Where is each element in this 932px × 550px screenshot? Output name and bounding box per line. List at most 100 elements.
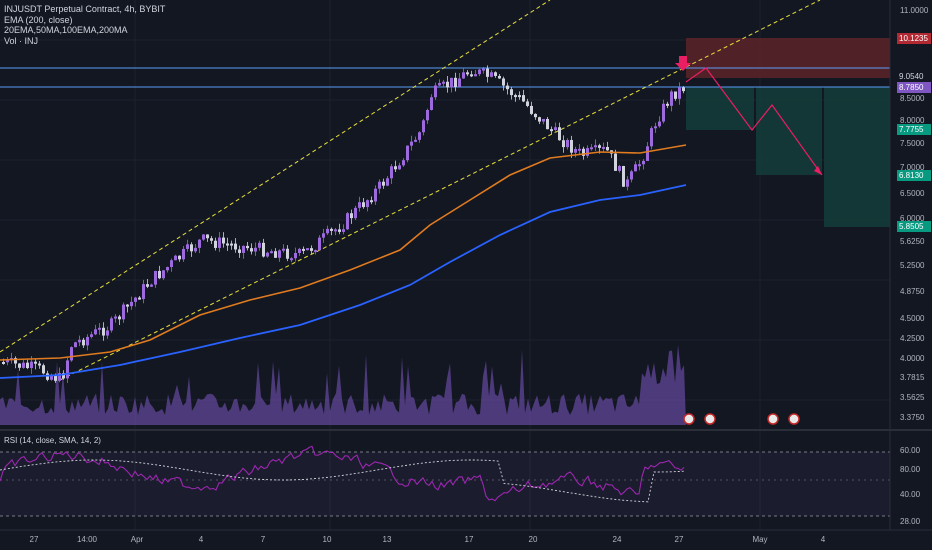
legend: INJUSDT Perpetual Contract, 4h, BYBIT EM…: [4, 4, 165, 46]
candle-body: [266, 252, 269, 257]
candle-body: [34, 361, 37, 364]
price-tick: 4.0000: [900, 354, 925, 363]
candle-body: [614, 153, 617, 171]
price-tick: 4.8750: [900, 287, 925, 296]
candle-body: [250, 248, 253, 252]
candle-body: [286, 248, 289, 259]
rsi-ma-line: [0, 459, 685, 503]
candle-body: [542, 118, 545, 122]
candle-body: [2, 362, 5, 364]
candle-body: [422, 120, 425, 133]
candle-body: [254, 247, 257, 252]
candle-body: [354, 207, 357, 219]
candle-body: [486, 68, 489, 77]
candle-body: [150, 284, 153, 287]
indicator-ema-multi[interactable]: 20EMA,50MA,100EMA,200MA: [4, 25, 128, 35]
candle-body: [234, 243, 237, 250]
candle-body: [658, 121, 661, 127]
indicator-ema200[interactable]: EMA (200, close): [4, 14, 73, 25]
candle-body: [570, 140, 573, 153]
event-badges[interactable]: [683, 413, 800, 425]
indicator-volume[interactable]: Vol · INJ: [4, 35, 39, 46]
candle-body: [22, 362, 25, 368]
candle-body: [230, 243, 233, 246]
time-tick: 4: [821, 535, 826, 544]
target-zone-3: [824, 87, 890, 227]
candle-body: [662, 103, 665, 122]
tag-current-price: 8.7850: [897, 82, 931, 93]
time-tick: 17: [465, 535, 474, 544]
candle-body: [594, 145, 597, 148]
candle-body: [318, 237, 321, 251]
candle-body: [678, 87, 681, 99]
candle-body: [278, 250, 281, 258]
candle-body: [214, 240, 217, 248]
rsi-title[interactable]: RSI (14, close, SMA, 14, 2): [4, 436, 101, 445]
candle-body: [122, 304, 125, 320]
candle-body: [42, 365, 45, 374]
candle-body: [530, 105, 533, 114]
candle-body: [134, 297, 137, 302]
svg-text:5.8505: 5.8505: [899, 222, 924, 231]
price-tick: 7.0000: [900, 163, 925, 172]
candle-body: [454, 77, 457, 87]
price-tick: 8.0000: [900, 116, 925, 125]
rsi-axis[interactable]: 80.00 60.00 40.00 28.00: [900, 446, 921, 526]
candle-body: [450, 77, 453, 88]
candle-body: [82, 339, 85, 346]
candle-body: [242, 245, 245, 253]
svg-text:9.0540: 9.0540: [899, 72, 924, 81]
time-tick: 20: [529, 535, 538, 544]
time-axis[interactable]: 27 14:00 Apr 4 7 10 13 17 20 24 27 May 4: [30, 535, 826, 544]
candle-body: [390, 166, 393, 179]
candle-body: [50, 375, 53, 380]
candle-body: [166, 267, 169, 271]
candle-body: [522, 95, 525, 102]
tag-entry: 9.0540: [897, 71, 931, 82]
candle-body: [626, 179, 629, 187]
price-tick: 4.5000: [900, 314, 925, 323]
symbol-title[interactable]: INJUSDT Perpetual Contract, 4h, BYBIT: [4, 4, 166, 14]
candle-body: [582, 148, 585, 156]
candle-body: [650, 128, 653, 147]
candle-body: [206, 234, 209, 239]
channel-upper-line[interactable]: [0, 0, 551, 353]
candle-body: [106, 330, 109, 336]
candle-body: [366, 200, 369, 208]
candle-body: [526, 101, 529, 106]
candle-body: [202, 234, 205, 240]
projection-arrowhead: [814, 166, 822, 175]
rsi-tick: 28.00: [900, 517, 921, 526]
price-axis[interactable]: 11.0000 8.5000 8.0000 7.5000 7.0000 6.5000 6.0…: [900, 6, 929, 422]
us-flag-icon: [683, 413, 695, 425]
candle-body: [558, 127, 561, 141]
price-tick: 6.5000: [900, 189, 925, 198]
candle-body: [246, 245, 249, 249]
candle-body: [350, 213, 353, 219]
candle-body: [18, 363, 21, 368]
us-flag-icon: [788, 413, 800, 425]
tag-stop: 10.1235: [897, 33, 931, 44]
candle-body: [154, 270, 157, 285]
tag-tp2: 6.8130: [897, 170, 931, 181]
stop-zone: [686, 38, 890, 78]
price-tick: 5.2500: [900, 261, 925, 270]
time-tick: 7: [261, 535, 266, 544]
candle-body: [358, 202, 361, 208]
candle-body: [130, 301, 133, 307]
candle-body: [514, 95, 517, 98]
candle-body: [194, 247, 197, 252]
candle-body: [62, 373, 65, 379]
time-tick: 13: [383, 535, 392, 544]
candle-body: [562, 140, 565, 148]
candle-body: [270, 251, 273, 254]
candle-body: [382, 181, 385, 186]
us-flag-icon: [767, 413, 779, 425]
volume-area: [0, 344, 686, 425]
price-tick: 3.5625: [900, 393, 925, 402]
candle-body: [54, 375, 57, 381]
candle-body: [478, 69, 481, 75]
candle-body: [142, 284, 145, 300]
channel-lower-line[interactable]: [59, 0, 821, 381]
